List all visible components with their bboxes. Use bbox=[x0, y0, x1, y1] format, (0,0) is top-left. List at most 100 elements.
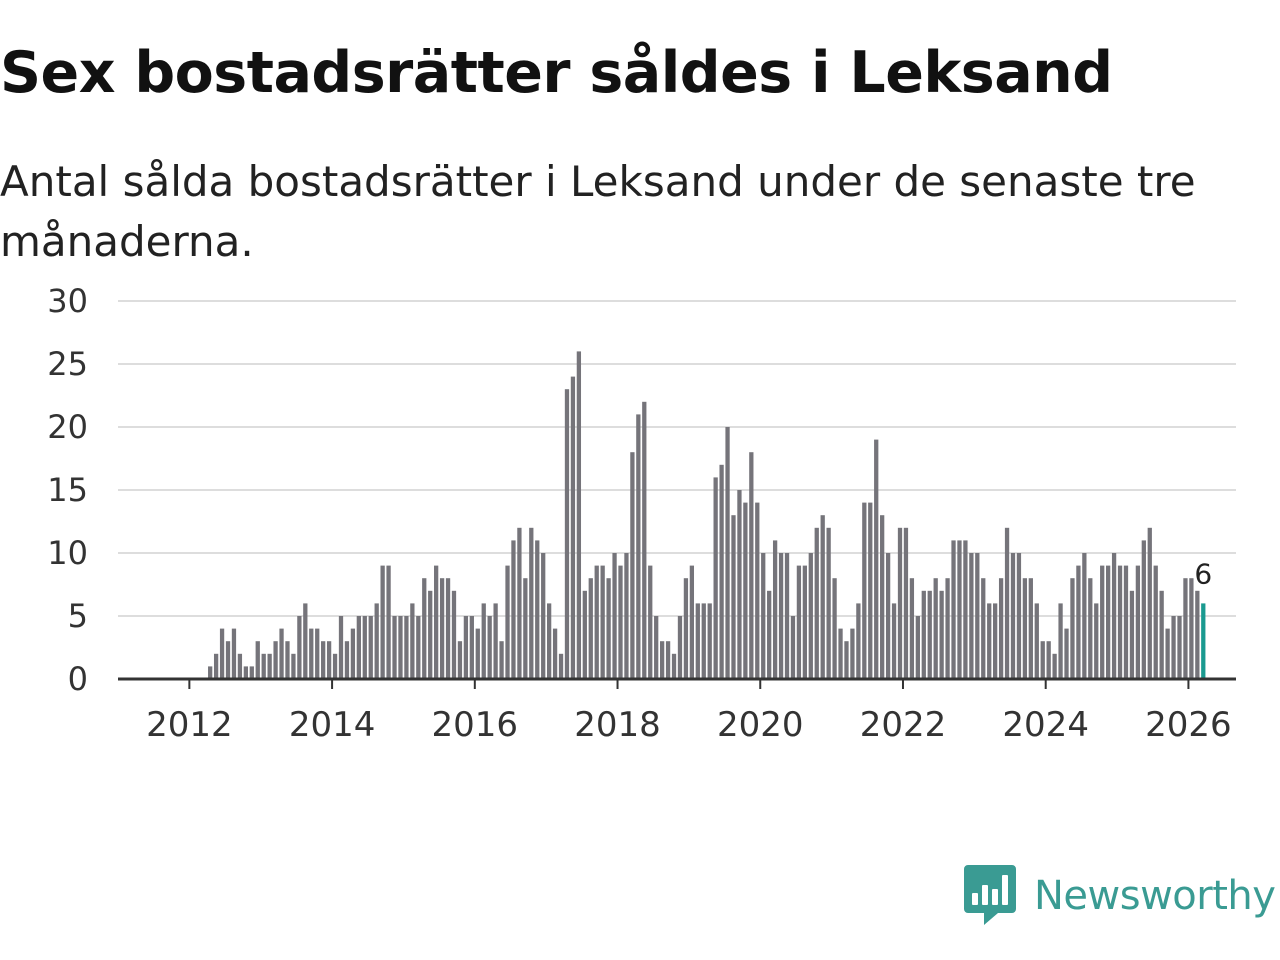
grid-lines bbox=[118, 300, 1236, 617]
bar bbox=[957, 540, 962, 679]
bar bbox=[749, 452, 754, 679]
bar bbox=[1088, 578, 1093, 679]
bar bbox=[630, 452, 635, 679]
bar bbox=[511, 540, 516, 679]
bar bbox=[725, 427, 730, 679]
bar bbox=[1070, 578, 1075, 679]
bar bbox=[225, 641, 231, 679]
bar bbox=[1100, 565, 1105, 679]
chart-title: Sex bostadsrätter såldes i Leksand bbox=[0, 40, 1113, 106]
bar bbox=[392, 616, 397, 679]
bar bbox=[659, 641, 665, 679]
y-tick-label: 30 bbox=[47, 282, 88, 320]
bar bbox=[1183, 578, 1188, 679]
bar bbox=[576, 351, 582, 679]
bar bbox=[790, 616, 796, 679]
bar bbox=[683, 578, 689, 679]
bar bbox=[517, 527, 522, 679]
bar bbox=[969, 553, 974, 679]
bar bbox=[1171, 616, 1176, 679]
bar bbox=[927, 590, 932, 679]
bar bbox=[975, 553, 980, 679]
bar bbox=[208, 666, 213, 679]
bar bbox=[493, 603, 498, 679]
bar bbox=[600, 565, 605, 679]
bar bbox=[1004, 527, 1010, 679]
bar bbox=[1064, 628, 1069, 679]
brand: Newsworthy bbox=[964, 864, 1276, 928]
bar bbox=[285, 641, 290, 679]
bar bbox=[1117, 565, 1123, 679]
bar bbox=[1016, 553, 1022, 679]
bar bbox=[933, 578, 938, 679]
bar bbox=[701, 603, 706, 679]
bar bbox=[570, 376, 576, 679]
x-tick-label: 2020 bbox=[717, 705, 804, 745]
bar bbox=[451, 590, 457, 679]
bar bbox=[315, 628, 320, 679]
data-label-halo: 6 bbox=[1194, 557, 1212, 590]
data-labels: 66 bbox=[1191, 554, 1215, 593]
bar-highlight bbox=[1201, 603, 1206, 679]
bar bbox=[671, 653, 677, 679]
bar bbox=[1165, 628, 1170, 679]
bar bbox=[921, 590, 926, 679]
bar bbox=[743, 502, 748, 679]
bar bbox=[469, 616, 474, 679]
bar bbox=[993, 603, 998, 679]
x-tick-label: 2014 bbox=[289, 705, 376, 745]
bar bbox=[945, 578, 950, 679]
bar bbox=[243, 666, 248, 679]
bar bbox=[416, 616, 421, 679]
bar bbox=[1189, 578, 1194, 679]
bar bbox=[582, 590, 587, 679]
y-tick-label: 20 bbox=[47, 408, 88, 446]
bar-chart: 0 5 10 15 20 25 30 2012 2014 2016 2018 2020 2022 202… bbox=[47, 282, 1236, 745]
bar bbox=[380, 565, 385, 679]
newsworthy-logo-icon bbox=[964, 865, 1016, 925]
bar bbox=[731, 515, 736, 679]
bar bbox=[719, 464, 724, 679]
bar bbox=[1111, 553, 1117, 679]
bar bbox=[321, 641, 326, 679]
bar bbox=[1129, 590, 1135, 679]
bar bbox=[802, 565, 807, 679]
bar bbox=[636, 414, 641, 679]
bar bbox=[1052, 653, 1057, 679]
bar bbox=[778, 553, 784, 679]
bar bbox=[297, 616, 302, 679]
bar bbox=[737, 490, 742, 679]
bar bbox=[874, 439, 879, 679]
bar bbox=[291, 653, 296, 679]
x-tick-label: 2024 bbox=[1002, 705, 1089, 745]
bar bbox=[784, 553, 790, 679]
data-label: 6 bbox=[1194, 557, 1212, 590]
bar bbox=[231, 628, 237, 679]
bar bbox=[273, 641, 278, 679]
bar bbox=[219, 628, 225, 679]
bars bbox=[208, 351, 1206, 679]
y-axis-ticks: 0 5 10 15 20 25 30 bbox=[47, 282, 88, 698]
bar bbox=[903, 527, 909, 679]
bar bbox=[1153, 565, 1158, 679]
bar bbox=[1177, 616, 1182, 679]
bar bbox=[445, 578, 451, 679]
bar bbox=[255, 641, 260, 679]
bar bbox=[499, 641, 504, 679]
bar bbox=[541, 553, 546, 679]
bar bbox=[832, 578, 837, 679]
bar bbox=[885, 553, 891, 679]
bar bbox=[862, 502, 867, 679]
bar bbox=[1141, 540, 1146, 679]
bar bbox=[1058, 603, 1063, 679]
bar bbox=[1022, 578, 1028, 679]
bar bbox=[1094, 603, 1099, 679]
bar bbox=[891, 603, 897, 679]
bar bbox=[439, 578, 445, 679]
bar bbox=[707, 603, 712, 679]
brand-name: Newsworthy bbox=[1034, 873, 1276, 919]
bar bbox=[1076, 565, 1081, 679]
bar bbox=[261, 653, 266, 679]
bar bbox=[624, 553, 629, 679]
bar bbox=[249, 666, 254, 679]
